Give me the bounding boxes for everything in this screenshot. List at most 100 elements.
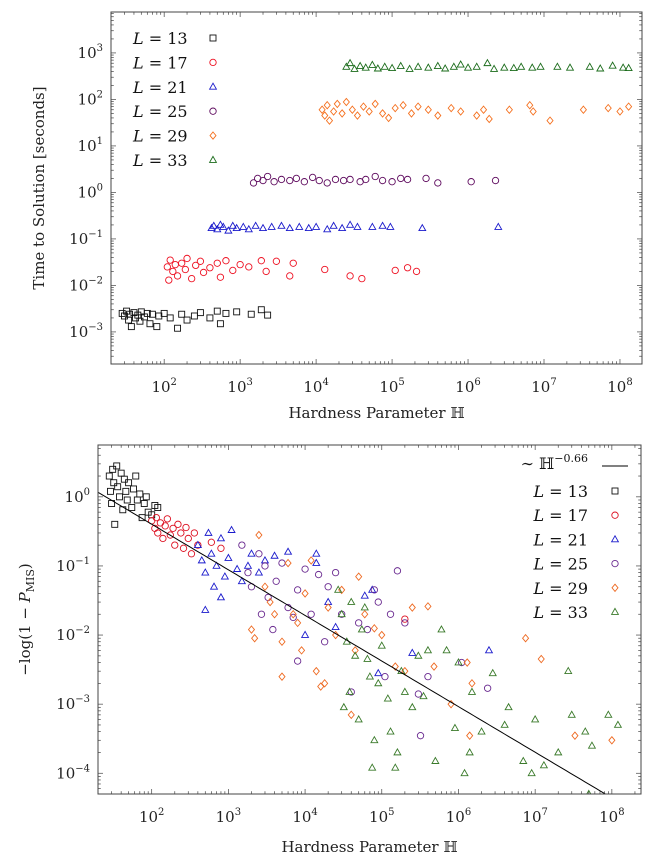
legend-item: L = 25	[132, 102, 217, 121]
data-point	[166, 314, 174, 322]
data-point	[294, 618, 302, 628]
x-axis-title: Hardness Parameter ℍ	[281, 838, 457, 856]
data-point	[596, 64, 605, 72]
data-point	[154, 529, 162, 537]
data-point	[346, 272, 354, 280]
data-point	[371, 172, 379, 181]
data-point	[347, 597, 356, 605]
series-l29	[318, 97, 633, 125]
data-point	[521, 633, 530, 643]
data-point	[177, 529, 185, 537]
data-point	[324, 603, 332, 612]
data-point	[270, 178, 278, 186]
scatter-plot-1: 102 103 104 105 106 107 108 10−3 10−2 10−1 100 101 1…	[30, 11, 643, 422]
data-point	[283, 547, 293, 555]
legend-label: L = 33	[532, 603, 588, 622]
data-point	[133, 496, 141, 504]
data-point	[110, 479, 118, 487]
data-point	[269, 625, 277, 634]
x-tick-label: 103	[227, 377, 252, 396]
data-point	[391, 763, 400, 771]
legend-label: L = 21	[532, 530, 588, 549]
data-point	[140, 500, 148, 507]
data-point	[553, 62, 562, 70]
data-point	[114, 483, 122, 491]
data-point	[374, 678, 383, 687]
data-point	[447, 103, 455, 113]
data-point	[297, 646, 306, 655]
data-point	[500, 63, 509, 71]
data-point	[307, 556, 315, 565]
data-point	[224, 553, 233, 561]
data-point	[261, 582, 269, 592]
data-point	[587, 741, 597, 749]
data-point	[353, 111, 362, 120]
data-point	[393, 567, 402, 575]
y-tick-label: 102	[78, 89, 103, 108]
data-point	[416, 732, 425, 740]
data-point	[554, 747, 563, 756]
data-point	[121, 312, 128, 320]
data-point	[201, 605, 210, 613]
x-tick-label: 103	[216, 807, 241, 826]
data-point	[138, 514, 146, 522]
legend-marker	[209, 34, 217, 42]
series-l21	[193, 525, 494, 677]
data-point	[236, 260, 244, 269]
data-point	[442, 645, 451, 654]
legend-label: L = 21	[132, 78, 188, 97]
x-tick-label: 106	[455, 377, 480, 396]
series-l33	[333, 585, 623, 794]
data-point	[190, 312, 198, 320]
data-point	[187, 550, 196, 558]
data-point	[424, 602, 432, 611]
y-tick-label: 103	[78, 43, 103, 62]
data-point	[360, 603, 369, 611]
x-tick-label: 104	[292, 807, 317, 826]
data-point	[422, 174, 430, 183]
data-point	[212, 561, 221, 569]
data-point	[257, 610, 266, 618]
data-point	[324, 583, 332, 591]
legend-marker	[611, 583, 619, 593]
data-point	[174, 324, 182, 332]
data-point	[216, 592, 226, 601]
data-point	[323, 179, 331, 187]
data-point	[347, 688, 355, 696]
data-point	[263, 172, 272, 181]
data-point	[378, 630, 386, 640]
legend-label: L = 25	[532, 555, 588, 574]
data-point	[255, 530, 263, 540]
data-point	[345, 687, 354, 695]
data-point	[468, 679, 476, 688]
data-point	[608, 735, 616, 745]
plot-frame	[110, 11, 643, 365]
data-point	[196, 257, 205, 265]
data-point	[247, 310, 255, 318]
legend-label: L = 13	[132, 29, 188, 48]
data-point	[473, 111, 481, 120]
data-point	[403, 264, 412, 272]
data-point	[371, 99, 379, 109]
data-point	[616, 107, 624, 116]
data-point	[485, 114, 493, 124]
data-point	[477, 727, 486, 735]
data-point	[321, 679, 329, 688]
series-l13	[118, 306, 272, 332]
data-point	[397, 174, 405, 183]
data-point	[484, 645, 494, 654]
data-point	[286, 176, 294, 185]
x-tick-label: 102	[139, 807, 164, 826]
data-point	[169, 524, 177, 532]
data-point	[259, 176, 267, 185]
data-point	[581, 727, 590, 735]
data-point	[166, 531, 174, 539]
y-tick-label: 10−1	[56, 556, 90, 575]
data-point	[393, 747, 402, 756]
data-point	[424, 63, 433, 71]
data-point	[400, 687, 410, 695]
data-point	[536, 62, 545, 70]
data-point	[314, 570, 323, 579]
data-point	[161, 522, 169, 530]
data-point	[342, 97, 350, 107]
